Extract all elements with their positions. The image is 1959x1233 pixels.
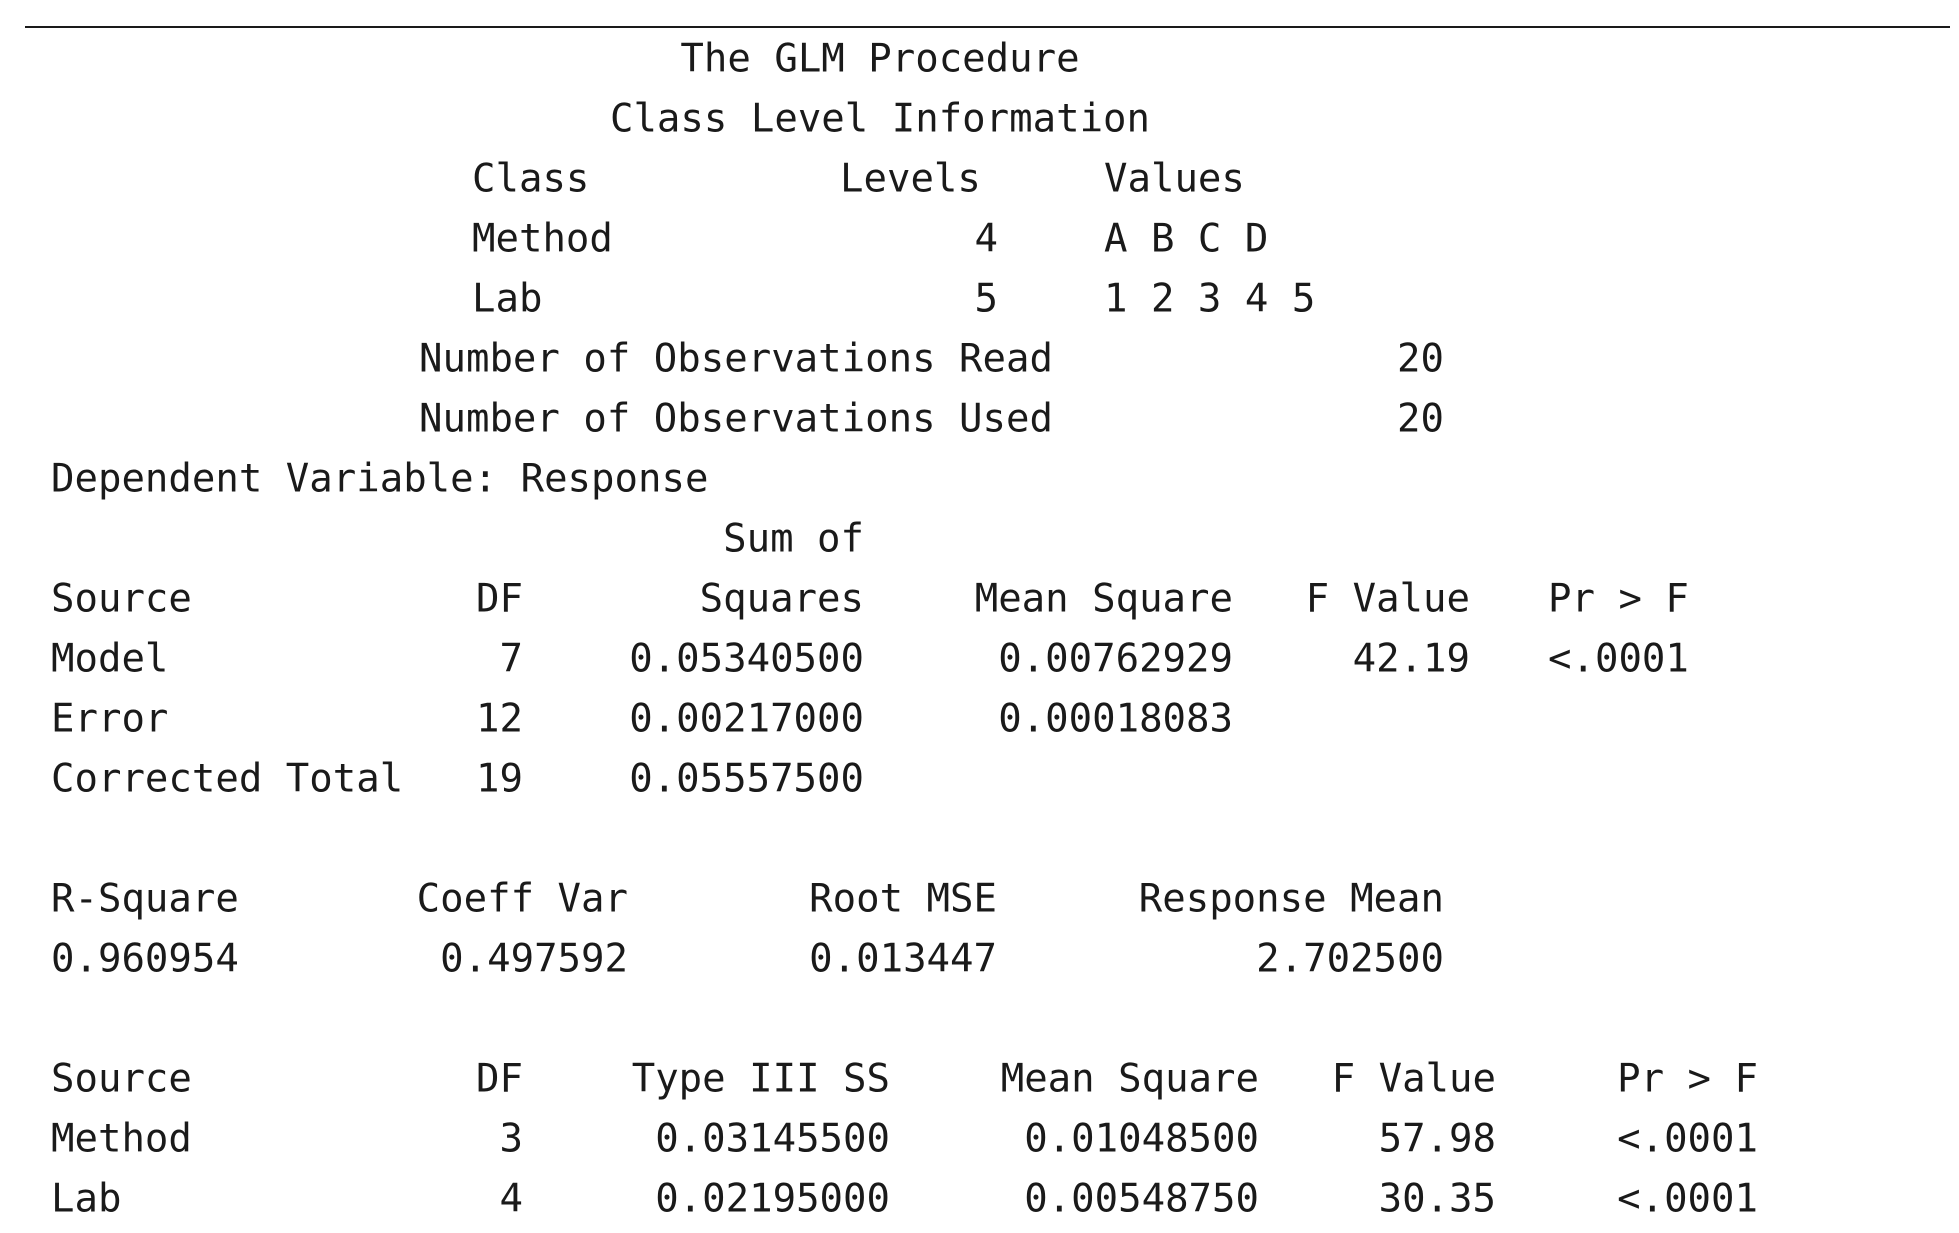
- f-cell: 42.19: [1352, 636, 1470, 682]
- values-header: Values: [1104, 156, 1245, 202]
- class-name: Lab: [472, 276, 543, 322]
- df-cell: 7: [499, 636, 523, 682]
- ss-cell: 0.03145500: [655, 1116, 890, 1162]
- ms-cell: 0.00018083: [998, 696, 1233, 742]
- class-name: Method: [472, 216, 613, 262]
- ms-cell: 0.00762929: [998, 636, 1233, 682]
- rsquare-value: 0.960954: [51, 936, 239, 982]
- ss-cell: 0.00217000: [629, 696, 864, 742]
- class-values: A B C D: [1104, 216, 1269, 262]
- ms-cell: 0.00548750: [1024, 1176, 1259, 1222]
- obs-used-label: Number of Observations Used: [419, 396, 1053, 442]
- obs-read-label: Number of Observations Read: [419, 336, 1053, 382]
- p-cell: <.0001: [1617, 1176, 1758, 1222]
- top-rule: [25, 26, 1950, 28]
- p-header: Pr > F: [1548, 576, 1689, 622]
- df-cell: 12: [476, 696, 523, 742]
- rsquare-header: R-Square: [51, 876, 239, 922]
- class-info-title: Class Level Information: [609, 96, 1151, 142]
- source-cell: Corrected Total: [51, 756, 404, 802]
- p-header: Pr > F: [1617, 1056, 1758, 1102]
- class-levels: 5: [974, 276, 998, 322]
- response-mean-value: 2.702500: [1256, 936, 1444, 982]
- source-cell: Lab: [51, 1176, 122, 1222]
- p-cell: <.0001: [1617, 1116, 1758, 1162]
- ss-cell: 0.05557500: [629, 756, 864, 802]
- source-cell: Method: [51, 1116, 192, 1162]
- source-cell: Error: [51, 696, 169, 742]
- type3-ss-header: Type III SS: [631, 1056, 890, 1102]
- f-cell: 30.35: [1378, 1176, 1496, 1222]
- ms-header: Mean Square: [1000, 1056, 1259, 1102]
- f-header: F Value: [1331, 1056, 1496, 1102]
- root-mse-header: Root MSE: [809, 876, 997, 922]
- root-mse-value: 0.013447: [809, 936, 997, 982]
- obs-used-value: 20: [1397, 396, 1444, 442]
- df-header: DF: [476, 576, 523, 622]
- ss-cell: 0.05340500: [629, 636, 864, 682]
- ss-header-bottom: Squares: [699, 576, 864, 622]
- f-header: F Value: [1305, 576, 1470, 622]
- ms-cell: 0.01048500: [1024, 1116, 1259, 1162]
- ms-header: Mean Square: [974, 576, 1233, 622]
- coeff-var-header: Coeff Var: [416, 876, 628, 922]
- source-cell: Model: [51, 636, 169, 682]
- class-values: 1 2 3 4 5: [1104, 276, 1316, 322]
- df-cell: 3: [499, 1116, 523, 1162]
- df-header: DF: [476, 1056, 523, 1102]
- f-cell: 57.98: [1378, 1116, 1496, 1162]
- df-cell: 19: [476, 756, 523, 802]
- class-levels: 4: [974, 216, 998, 262]
- dependent-variable-label: Dependent Variable: Response: [51, 456, 709, 502]
- source-header: Source: [51, 1056, 192, 1102]
- coeff-var-value: 0.497592: [440, 936, 628, 982]
- df-cell: 4: [499, 1176, 523, 1222]
- levels-header: Levels: [840, 156, 981, 202]
- source-header: Source: [51, 576, 192, 622]
- class-header: Class: [472, 156, 590, 202]
- p-cell: <.0001: [1548, 636, 1689, 682]
- ss-cell: 0.02195000: [655, 1176, 890, 1222]
- ss-header-top: Sum of: [723, 516, 864, 562]
- procedure-title: The GLM Procedure: [680, 36, 1080, 82]
- obs-read-value: 20: [1397, 336, 1444, 382]
- response-mean-header: Response Mean: [1138, 876, 1444, 922]
